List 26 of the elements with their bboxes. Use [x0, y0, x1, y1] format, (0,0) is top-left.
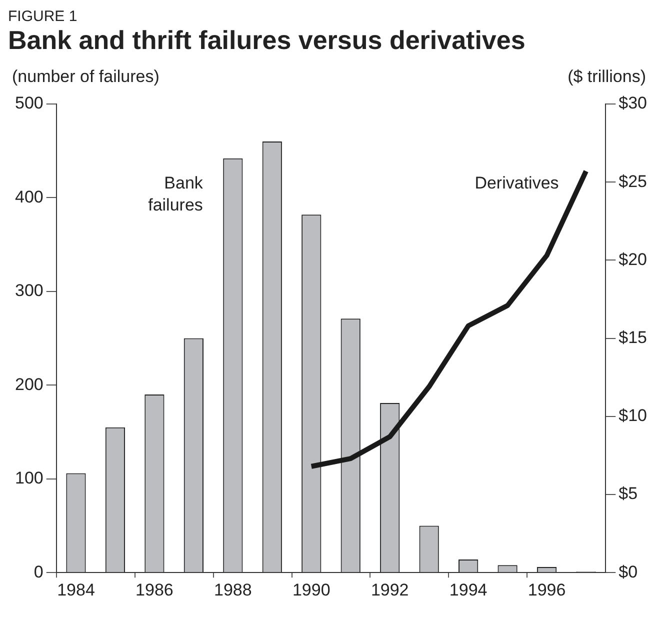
y2-tick-label: $10: [618, 406, 648, 426]
x-tick-label: 1994: [449, 580, 488, 600]
chart-subtitle: FIGURE 1: [8, 8, 78, 25]
y-tick-label: 100: [14, 468, 44, 488]
x-tick-label: 1986: [136, 580, 174, 600]
series-label: Derivatives: [474, 173, 559, 192]
x-tick-label: 1984: [57, 580, 95, 600]
x-tick-label: 1990: [292, 580, 330, 600]
x-tick-label: 1996: [528, 580, 566, 600]
chart-title: Bank and thrift failures versus derivatives: [8, 25, 526, 56]
y2-axis-title: ($ trillions): [568, 67, 646, 86]
y2-tick-label: $30: [618, 94, 648, 113]
y-tick-label: 200: [14, 374, 44, 394]
y2-tick-label: $20: [618, 250, 648, 269]
x-tick-label: 1992: [370, 580, 409, 600]
y2-tick-label: $0: [618, 562, 638, 582]
y2-tick-label: $25: [618, 172, 648, 191]
y-axis-title: (number of failures): [12, 67, 160, 86]
y2-tick-label: $5: [618, 484, 638, 504]
y-tick-label: 300: [14, 281, 44, 300]
series-label: Bank failures: [148, 173, 204, 214]
y-tick-label: 500: [14, 94, 44, 113]
y-tick-label: 0: [34, 562, 44, 582]
y-tick-label: 400: [14, 187, 44, 206]
x-tick-label: 1988: [214, 580, 252, 600]
y2-tick-label: $15: [618, 328, 648, 347]
